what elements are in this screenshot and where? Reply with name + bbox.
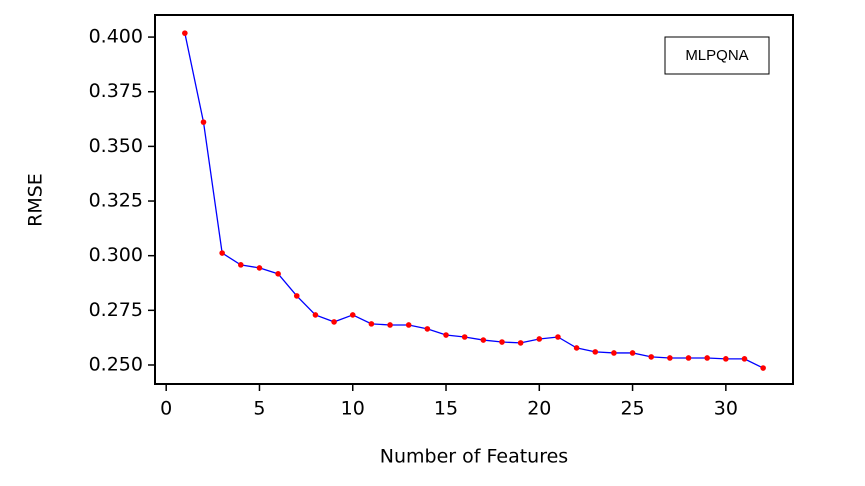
marker (499, 339, 505, 345)
marker (405, 322, 412, 328)
marker (629, 350, 636, 356)
x-tick-label: 25 (620, 398, 644, 420)
x-tick-label: 20 (527, 398, 551, 420)
marker (368, 321, 375, 327)
x-tick-label: 10 (341, 398, 365, 420)
y-tick-label: 0.250 (89, 353, 143, 375)
marker (517, 340, 524, 346)
marker (312, 312, 319, 318)
marker (387, 322, 393, 328)
marker (424, 326, 431, 332)
y-tick-label: 0.325 (89, 190, 143, 212)
marker (573, 345, 580, 351)
marker (200, 119, 207, 125)
marker (667, 355, 673, 361)
marker (182, 30, 188, 36)
marker (685, 355, 692, 361)
y-axis-label: RMSE (25, 173, 47, 227)
x-tick-label: 30 (714, 398, 738, 420)
y-tick-label: 0.275 (89, 299, 143, 321)
marker (293, 293, 300, 299)
x-tick-label: 5 (253, 398, 265, 420)
marker (349, 312, 356, 318)
plot-frame (154, 14, 794, 385)
marker (238, 262, 244, 268)
y-tick-label: 0.350 (89, 135, 143, 157)
y-tick-label: 0.300 (89, 244, 143, 266)
y-tick-label: 0.375 (89, 80, 143, 102)
marker (555, 334, 561, 340)
annotation-box (664, 36, 770, 75)
marker (331, 319, 337, 325)
marker (648, 354, 655, 360)
marker (480, 337, 487, 343)
marker (704, 355, 710, 361)
marker (611, 350, 617, 356)
annotation: MLPQNA (685, 47, 748, 64)
y-tick-label: 0.400 (89, 26, 143, 48)
line (184, 33, 764, 369)
x-tick-label: 15 (434, 398, 458, 420)
marker (256, 265, 263, 271)
marker (741, 356, 748, 362)
marker (536, 336, 543, 342)
x-tick-label: 0 (160, 398, 172, 420)
marker (219, 250, 225, 256)
marker (275, 271, 281, 277)
marker (723, 356, 729, 362)
marker (592, 349, 599, 355)
marker (760, 365, 766, 371)
marker (461, 334, 468, 340)
marker (443, 332, 449, 338)
x-axis-label: Number of Features (380, 446, 568, 468)
